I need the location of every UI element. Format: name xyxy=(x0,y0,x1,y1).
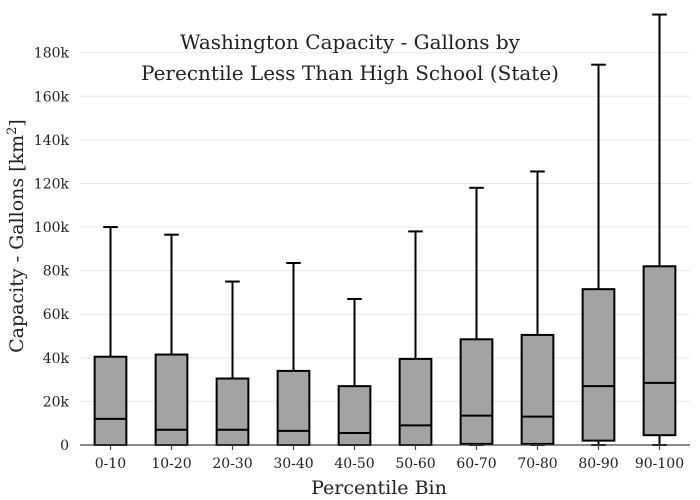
box-0-10 xyxy=(93,226,128,447)
y-tick-label: 140k xyxy=(34,133,70,149)
box-iqr xyxy=(215,377,250,446)
box-70-80 xyxy=(520,170,555,446)
y-axis-title-main: Capacity - Gallons [km xyxy=(6,135,28,353)
y-tick-label: 180k xyxy=(34,46,70,62)
x-tick-label: 10-20 xyxy=(151,456,191,472)
y-tick-label: 60k xyxy=(43,307,70,323)
y-tick-label: 0 xyxy=(60,438,69,454)
box-iqr xyxy=(154,353,189,446)
x-tick-label: 50-60 xyxy=(395,456,435,472)
y-tick-label: 120k xyxy=(34,176,70,192)
x-tick-label: 90-100 xyxy=(635,456,684,472)
box-80-90 xyxy=(581,63,616,446)
box-20-30 xyxy=(215,280,250,446)
box-iqr xyxy=(398,357,433,446)
box-iqr xyxy=(93,355,128,447)
box-50-60 xyxy=(398,230,433,446)
x-tick-label: 80-90 xyxy=(578,456,618,472)
x-tick-label: 60-70 xyxy=(456,456,496,472)
box-90-100 xyxy=(642,13,677,446)
box-series xyxy=(93,13,677,447)
y-tick-label: 160k xyxy=(34,89,70,105)
x-tick-label: 30-40 xyxy=(273,456,313,472)
box-iqr xyxy=(276,369,311,446)
box-30-40 xyxy=(276,262,311,446)
y-axis-title-superscript: 2 xyxy=(5,127,20,135)
box-iqr xyxy=(337,385,372,446)
y-axis-title: Capacity - Gallons [km2] xyxy=(5,119,28,353)
y-tick-label: 100k xyxy=(34,220,70,236)
box-40-50 xyxy=(337,297,372,446)
box-10-20 xyxy=(154,233,189,446)
y-tick-label: 40k xyxy=(43,351,70,367)
x-tick-label: 20-30 xyxy=(212,456,252,472)
x-axis-title: Percentile Bin xyxy=(311,477,447,499)
y-tick-label: 80k xyxy=(43,264,70,280)
box-iqr xyxy=(459,338,494,445)
box-60-70 xyxy=(459,186,494,446)
box-iqr xyxy=(642,265,677,437)
y-tick-label: 20k xyxy=(43,394,70,410)
chart-title-line-1: Washington Capacity - Gallons by xyxy=(180,30,521,54)
x-tick-label: 40-50 xyxy=(334,456,374,472)
chart-title-line-2: Perecntile Less Than High School (State) xyxy=(141,61,559,85)
x-tick-label: 70-80 xyxy=(517,456,557,472)
axes: 0 20k 40k 60k 80k 100k 120k 140k 160k 180k 0-10 10-… xyxy=(34,46,690,472)
box-iqr xyxy=(581,288,616,442)
x-tick-label: 0-10 xyxy=(95,456,126,472)
y-axis-title-end: ] xyxy=(6,119,28,126)
box-iqr xyxy=(520,333,555,445)
